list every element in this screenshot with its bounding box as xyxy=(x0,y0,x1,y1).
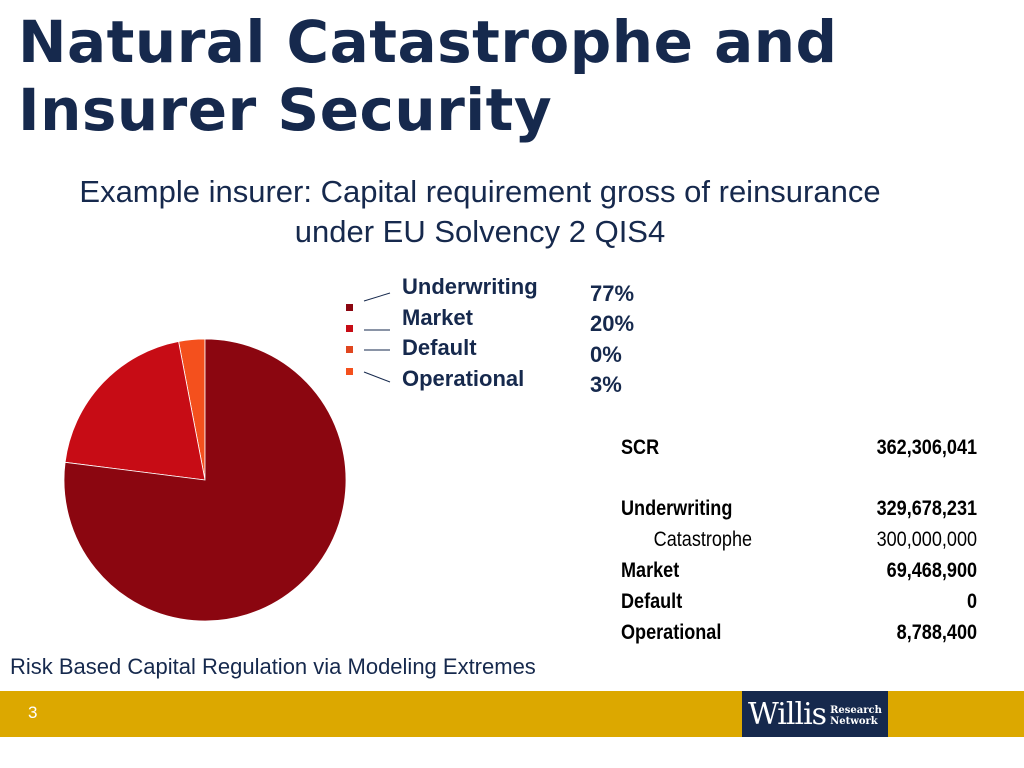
legend-label-market: Market xyxy=(402,305,473,330)
table-value: 362,306,041 xyxy=(876,436,978,459)
legend-value-underwriting: 77% xyxy=(590,281,635,306)
logo-subtext: Research Network xyxy=(830,705,882,727)
capital-table: SCR 362,306,041 Underwriting 329,678,231… xyxy=(621,432,977,648)
table-spacer xyxy=(621,463,929,493)
slide-title: Natural Catastrophe and Insurer Security xyxy=(18,8,918,144)
page-number: 3 xyxy=(28,703,38,722)
title-line-1: Natural Catastrophe and xyxy=(18,8,838,76)
table-row-scr: SCR 362,306,041 xyxy=(621,432,977,463)
table-label: Catastrophe xyxy=(653,528,753,551)
table-value: 300,000,000 xyxy=(876,528,978,551)
table-row-operational: Operational 8,788,400 xyxy=(621,617,977,648)
title-line-2: Insurer Security xyxy=(18,76,553,144)
table-label: SCR xyxy=(621,436,660,459)
willis-logo: Willis Research Network xyxy=(742,691,888,737)
table-row-market: Market 69,468,900 xyxy=(621,555,977,586)
table-value: 8,788,400 xyxy=(896,621,978,644)
table-row-catastrophe: Catastrophe 300,000,000 xyxy=(621,524,977,555)
legend-value-default: 0% xyxy=(590,342,622,367)
legend-label-operational: Operational xyxy=(402,366,525,391)
table-label: Underwriting xyxy=(621,497,733,520)
pie-slice-underwriting xyxy=(63,338,347,622)
legend-label-underwriting: Underwriting xyxy=(402,274,538,299)
legend-leader-operational xyxy=(363,371,391,383)
subtitle-line-1: Example insurer: Capital requirement gro… xyxy=(79,174,881,209)
table-label: Market xyxy=(621,559,680,582)
table-value: 329,678,231 xyxy=(876,497,978,520)
legend-label-default: Default xyxy=(402,335,477,360)
legend-value-market: 20% xyxy=(590,311,635,336)
legend-swatch-market xyxy=(346,325,353,332)
pie-legend-markers xyxy=(346,292,391,383)
table-label: Default xyxy=(621,590,683,613)
legend-swatch-operational xyxy=(346,368,353,375)
table-row-underwriting: Underwriting 329,678,231 xyxy=(621,493,977,524)
logo-sub-line-2: Network xyxy=(830,716,878,727)
table-label: Operational xyxy=(621,621,722,644)
subtitle-line-2: under EU Solvency 2 QIS4 xyxy=(294,214,666,249)
legend-leader-underwriting xyxy=(363,292,391,302)
footer-text: Risk Based Capital Regulation via Modeli… xyxy=(10,654,536,679)
logo-sub-line-1: Research xyxy=(830,705,882,716)
legend-swatch-default xyxy=(346,346,353,353)
table-value: 0 xyxy=(966,590,978,613)
legend-value-operational: 3% xyxy=(590,372,622,397)
pie-slice-market xyxy=(64,341,206,481)
legend-swatch-underwriting xyxy=(346,304,353,311)
table-row-default: Default 0 xyxy=(621,586,977,617)
slide-subtitle: Example insurer: Capital requirement gro… xyxy=(20,172,940,252)
logo-wordmark: Willis xyxy=(748,696,827,732)
pie-chart xyxy=(63,338,347,622)
table-value: 69,468,900 xyxy=(886,559,978,582)
